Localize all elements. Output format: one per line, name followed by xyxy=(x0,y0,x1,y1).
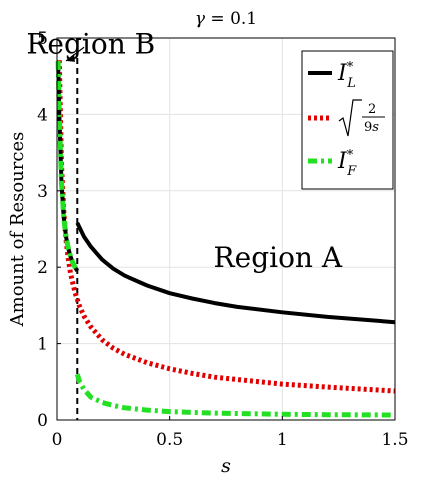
annotation-0: Region A xyxy=(214,241,343,274)
series-0-segment-1 xyxy=(75,222,396,325)
legend-label-sqrt: 2 9s xyxy=(338,99,385,137)
legend-label-IF: I* F xyxy=(337,148,357,179)
x-tick-label-2: 1 xyxy=(277,430,288,450)
legend-label-IL: I* L xyxy=(337,60,356,91)
x-tick-label-1: 0.5 xyxy=(156,430,183,450)
x-tick-label-0: 0 xyxy=(52,430,63,450)
legend-box xyxy=(301,50,394,190)
y-tick-label-2: 2 xyxy=(37,258,48,278)
chart-title: γ = 0.1 xyxy=(195,9,257,29)
annotations: Region A Region B xyxy=(26,27,343,274)
x-axis-label: s xyxy=(221,455,231,477)
svg-text:9s: 9s xyxy=(364,120,379,135)
y-tick-label-4: 4 xyxy=(37,105,48,125)
y-tick-label-5: 5 xyxy=(37,29,48,49)
x-tick-label-3: 1.5 xyxy=(381,430,408,450)
annotation-1: Region B xyxy=(26,27,155,60)
legend: I* L 2 9s I* F xyxy=(301,50,394,190)
y-tick-label-1: 1 xyxy=(37,335,48,355)
annotation-arrowhead xyxy=(66,53,76,62)
series-2-segment-1 xyxy=(74,373,396,418)
svg-text:2: 2 xyxy=(368,102,376,117)
series-layer xyxy=(55,60,396,418)
y-tick-label-3: 3 xyxy=(37,182,48,202)
axis-ticks: 0 0.5 1 1.5 0 1 2 3 4 5 xyxy=(37,29,408,450)
y-axis-label: Amount of Resources xyxy=(7,132,28,328)
y-tick-label-0: 0 xyxy=(37,411,48,431)
series-2-segment-0 xyxy=(55,60,80,273)
plot-frame xyxy=(56,37,396,421)
